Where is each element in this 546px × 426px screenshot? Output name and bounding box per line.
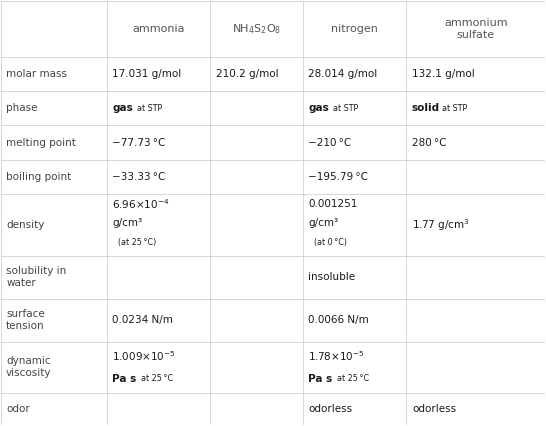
Text: −77.73 °C: −77.73 °C [112,138,166,147]
Text: 0.001251: 0.001251 [308,199,358,210]
Text: melting point: melting point [6,138,76,147]
Text: odor: odor [6,404,30,414]
Text: Pa s: Pa s [308,374,333,383]
Text: at STP: at STP [333,104,358,113]
Text: gas: gas [308,103,329,113]
Text: 0.0234 N/m: 0.0234 N/m [112,315,173,325]
Text: molar mass: molar mass [6,69,67,79]
Text: g/cm³: g/cm³ [112,218,143,228]
Text: ammonia: ammonia [132,24,185,34]
Text: 17.031 g/mol: 17.031 g/mol [112,69,182,79]
Text: 0.0066 N/m: 0.0066 N/m [308,315,369,325]
Text: NH$_4$S$_2$O$_8$: NH$_4$S$_2$O$_8$ [232,22,281,36]
Text: phase: phase [6,103,38,113]
Text: nitrogen: nitrogen [331,24,378,34]
Text: (at 25 °C): (at 25 °C) [118,238,156,247]
Text: dynamic
viscosity: dynamic viscosity [6,357,52,378]
Text: ammonium
sulfate: ammonium sulfate [444,18,508,40]
Text: odorless: odorless [308,404,353,414]
Text: 1.77 g/cm$^3$: 1.77 g/cm$^3$ [412,217,470,233]
Text: gas: gas [112,103,133,113]
Text: Pa s: Pa s [112,374,136,383]
Text: odorless: odorless [412,404,456,414]
Text: at 25 °C: at 25 °C [141,374,173,383]
Text: −210 °C: −210 °C [308,138,352,147]
Text: (at 0 °C): (at 0 °C) [314,238,347,247]
Text: −195.79 °C: −195.79 °C [308,172,369,182]
Text: solubility in
water: solubility in water [6,266,67,288]
Text: −33.33 °C: −33.33 °C [112,172,166,182]
Text: at STP: at STP [442,104,467,113]
Text: at STP: at STP [137,104,162,113]
Text: density: density [6,220,45,230]
Text: surface
tension: surface tension [6,309,45,331]
Text: 280 °C: 280 °C [412,138,447,147]
Text: g/cm³: g/cm³ [308,218,339,228]
Text: 1.78$\times$10$^{-5}$: 1.78$\times$10$^{-5}$ [308,349,365,363]
Text: at 25 °C: at 25 °C [337,374,369,383]
Text: insoluble: insoluble [308,272,355,282]
Text: 132.1 g/mol: 132.1 g/mol [412,69,474,79]
Text: 28.014 g/mol: 28.014 g/mol [308,69,378,79]
Text: 6.96$\times$10$^{-4}$: 6.96$\times$10$^{-4}$ [112,198,170,211]
Text: boiling point: boiling point [6,172,72,182]
Text: solid: solid [412,103,440,113]
Text: 1.009$\times$10$^{-5}$: 1.009$\times$10$^{-5}$ [112,349,176,363]
Text: 210.2 g/mol: 210.2 g/mol [216,69,278,79]
